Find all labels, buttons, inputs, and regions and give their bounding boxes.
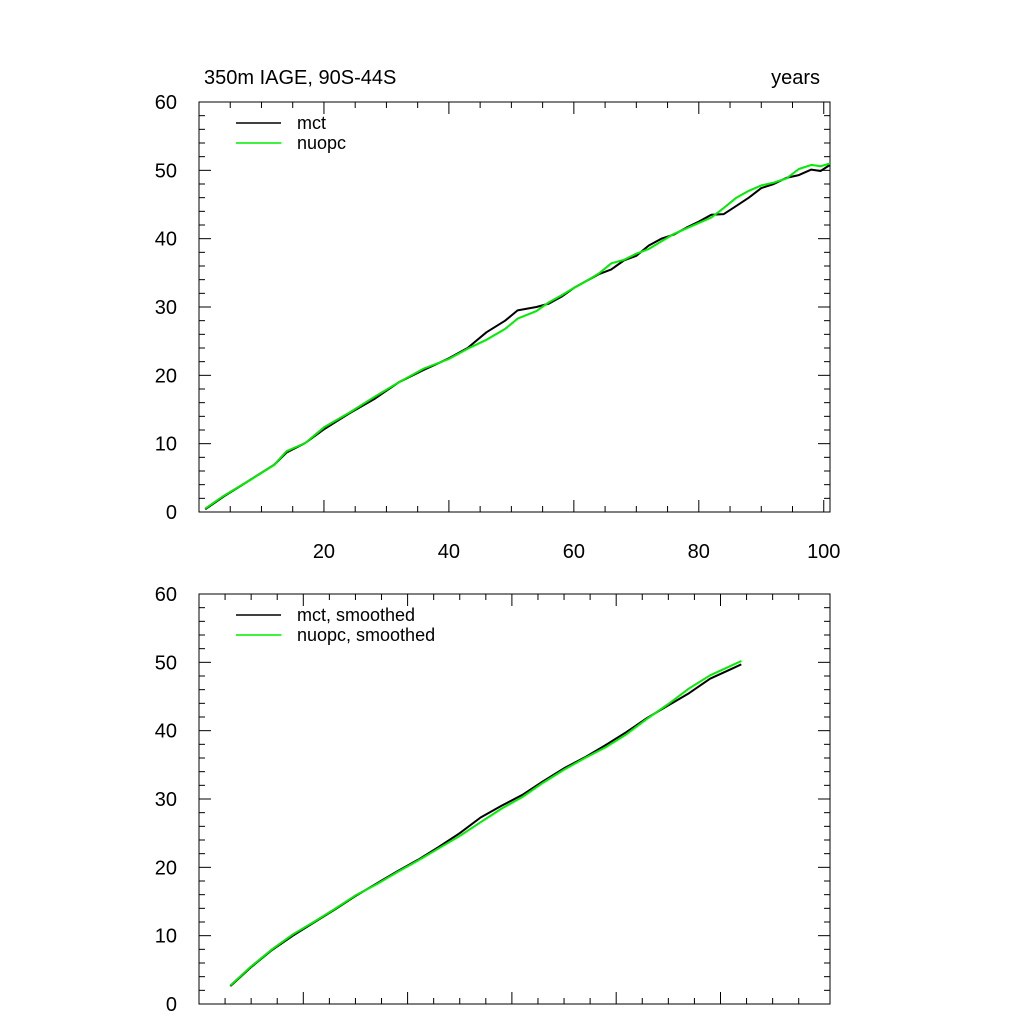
x-tick-label: 60 bbox=[563, 541, 585, 563]
top-panel: 0 10 20 30 40 50 60 20 40 60 80 100 350m IAGE, 90S-4… bbox=[155, 67, 841, 563]
plot-frame bbox=[198, 101, 831, 513]
chart-title: 350m IAGE, 90S-44S bbox=[204, 67, 396, 89]
y-tick-label: 0 bbox=[166, 994, 177, 1016]
x-tick-label: 20 bbox=[313, 541, 335, 563]
y-tick-label: 10 bbox=[155, 926, 177, 948]
y-tick-label: 60 bbox=[155, 584, 177, 606]
y-tick-label: 60 bbox=[155, 92, 177, 114]
x-tick-label: 40 bbox=[438, 541, 460, 563]
x-tick-label: 100 bbox=[807, 541, 840, 563]
legend-label: nuopc, smoothed bbox=[297, 625, 435, 645]
y-tick-label: 0 bbox=[166, 502, 177, 524]
y-tick-label: 50 bbox=[155, 160, 177, 182]
legend-label: mct bbox=[297, 113, 326, 133]
y-tick-label: 40 bbox=[155, 721, 177, 743]
series-line-mct bbox=[204, 164, 831, 511]
y-tick-label: 20 bbox=[155, 857, 177, 879]
y-tick-label: 50 bbox=[155, 652, 177, 674]
series-line-mct-smoothed bbox=[229, 663, 742, 987]
legend-label: nuopc bbox=[297, 133, 346, 153]
series-line-nuopc bbox=[204, 162, 831, 510]
y-tick-label: 30 bbox=[155, 789, 177, 811]
y-tick-label: 30 bbox=[155, 297, 177, 319]
chart-units: years bbox=[771, 67, 820, 89]
y-tick-label: 40 bbox=[155, 229, 177, 251]
y-tick-label: 20 bbox=[155, 365, 177, 387]
y-tick-label: 10 bbox=[155, 434, 177, 456]
x-tick-label: 80 bbox=[688, 541, 710, 563]
series-line-nuopc-smoothed bbox=[229, 660, 742, 987]
legend-label: mct, smoothed bbox=[297, 605, 415, 625]
